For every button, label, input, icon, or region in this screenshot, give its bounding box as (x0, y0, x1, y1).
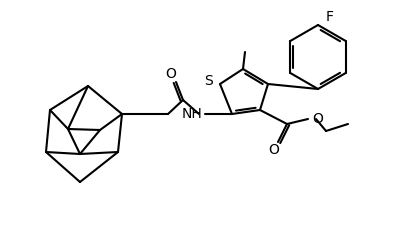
Text: O: O (165, 67, 177, 81)
Text: F: F (326, 10, 334, 24)
Text: O: O (312, 112, 323, 126)
Text: NH: NH (181, 107, 202, 121)
Text: O: O (269, 143, 279, 157)
Text: S: S (204, 74, 213, 88)
